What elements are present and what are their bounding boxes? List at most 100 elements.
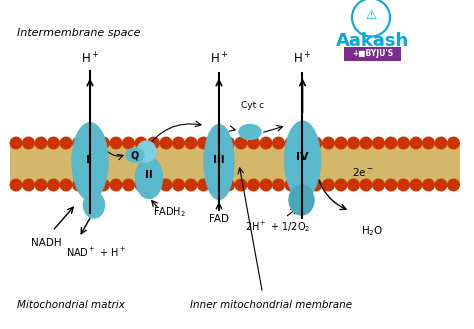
Circle shape: [185, 179, 197, 191]
Circle shape: [273, 137, 284, 149]
Circle shape: [323, 179, 334, 191]
Text: H$^+$: H$^+$: [293, 52, 312, 67]
Circle shape: [385, 137, 397, 149]
Ellipse shape: [137, 141, 156, 162]
Text: IV: IV: [296, 151, 309, 162]
Text: H$^+$: H$^+$: [81, 52, 99, 67]
Circle shape: [248, 137, 259, 149]
Circle shape: [23, 179, 34, 191]
Text: NAD$^+$ + H$^+$: NAD$^+$ + H$^+$: [66, 246, 126, 259]
Circle shape: [335, 137, 347, 149]
Circle shape: [248, 179, 259, 191]
Circle shape: [285, 179, 297, 191]
Circle shape: [448, 179, 459, 191]
Text: Mitochondrial matrix: Mitochondrial matrix: [18, 300, 126, 310]
Circle shape: [335, 179, 347, 191]
Circle shape: [10, 137, 22, 149]
Circle shape: [373, 179, 384, 191]
Text: H$^+$: H$^+$: [210, 52, 228, 67]
Ellipse shape: [284, 121, 320, 199]
Circle shape: [260, 179, 272, 191]
Text: H$_2$O: H$_2$O: [361, 224, 384, 238]
Circle shape: [385, 179, 397, 191]
Circle shape: [410, 137, 422, 149]
Circle shape: [423, 137, 434, 149]
Ellipse shape: [239, 124, 261, 139]
Circle shape: [60, 137, 72, 149]
Circle shape: [448, 137, 459, 149]
Circle shape: [123, 137, 134, 149]
Text: III: III: [213, 155, 225, 165]
Ellipse shape: [204, 124, 234, 199]
Circle shape: [410, 179, 422, 191]
Circle shape: [235, 137, 247, 149]
Text: Aakash: Aakash: [336, 32, 409, 49]
Circle shape: [360, 137, 372, 149]
Circle shape: [160, 137, 172, 149]
Circle shape: [285, 137, 297, 149]
Circle shape: [110, 137, 122, 149]
Circle shape: [123, 179, 134, 191]
Circle shape: [135, 137, 147, 149]
Text: Intermembrane space: Intermembrane space: [18, 28, 141, 38]
Ellipse shape: [72, 123, 108, 200]
Circle shape: [185, 137, 197, 149]
Circle shape: [85, 137, 97, 149]
Circle shape: [148, 179, 159, 191]
Circle shape: [48, 179, 59, 191]
Circle shape: [135, 179, 147, 191]
Circle shape: [35, 137, 47, 149]
Circle shape: [10, 179, 22, 191]
Circle shape: [210, 137, 222, 149]
Circle shape: [48, 137, 59, 149]
Circle shape: [198, 137, 209, 149]
Ellipse shape: [136, 158, 163, 198]
Text: I: I: [86, 155, 90, 165]
Text: Inner mitochondrial membrane: Inner mitochondrial membrane: [190, 300, 352, 310]
Circle shape: [398, 179, 409, 191]
Circle shape: [323, 137, 334, 149]
Circle shape: [260, 137, 272, 149]
Ellipse shape: [126, 148, 144, 162]
Text: Q: Q: [131, 150, 139, 160]
Circle shape: [373, 137, 384, 149]
Text: NADH: NADH: [31, 238, 61, 247]
Circle shape: [73, 137, 84, 149]
Circle shape: [223, 179, 234, 191]
Text: 2e$^-$: 2e$^-$: [353, 165, 374, 178]
Circle shape: [210, 179, 222, 191]
Text: FADH$_2$: FADH$_2$: [153, 206, 186, 219]
Bar: [10, 143, 460, 185]
Text: ⚠: ⚠: [365, 9, 377, 22]
Circle shape: [235, 179, 247, 191]
Circle shape: [160, 179, 172, 191]
Circle shape: [73, 179, 84, 191]
Circle shape: [310, 179, 322, 191]
Circle shape: [35, 179, 47, 191]
Circle shape: [60, 179, 72, 191]
Text: +■BYJU'S: +■BYJU'S: [352, 49, 393, 58]
Text: FAD: FAD: [209, 214, 229, 224]
Text: Cyt c: Cyt c: [241, 102, 264, 111]
Text: 2H$^+$ + 1/2O$_2$: 2H$^+$ + 1/2O$_2$: [245, 219, 310, 234]
Circle shape: [398, 137, 409, 149]
Circle shape: [85, 179, 97, 191]
Circle shape: [98, 137, 109, 149]
Circle shape: [273, 179, 284, 191]
Circle shape: [223, 137, 234, 149]
Circle shape: [98, 179, 109, 191]
Circle shape: [173, 179, 184, 191]
Circle shape: [348, 179, 359, 191]
Circle shape: [110, 179, 122, 191]
Circle shape: [435, 179, 447, 191]
Circle shape: [198, 179, 209, 191]
Circle shape: [173, 137, 184, 149]
Circle shape: [298, 137, 309, 149]
Circle shape: [348, 137, 359, 149]
Circle shape: [148, 137, 159, 149]
Ellipse shape: [289, 185, 314, 215]
Circle shape: [423, 179, 434, 191]
Circle shape: [360, 179, 372, 191]
Ellipse shape: [83, 192, 104, 218]
Text: II: II: [145, 170, 153, 180]
